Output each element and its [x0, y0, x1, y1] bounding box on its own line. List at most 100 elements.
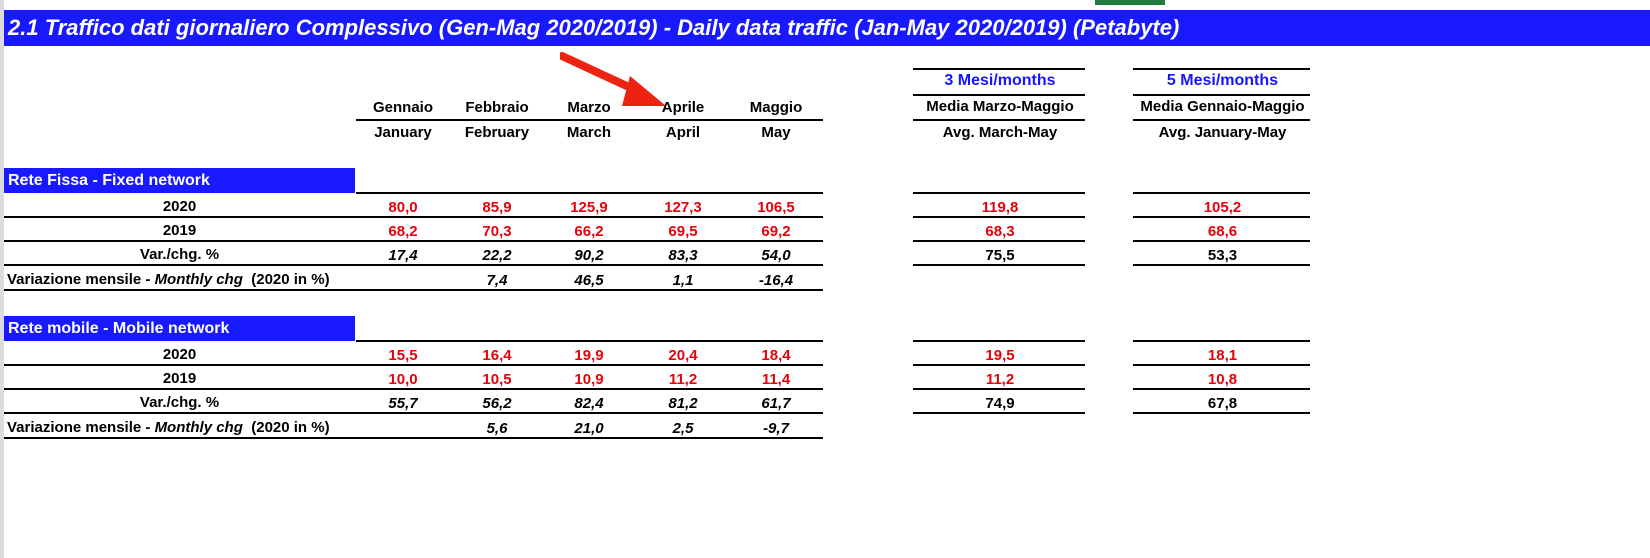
table-cell[interactable]: 2,5 — [672, 420, 694, 437]
table-cell[interactable]: 106,5 — [757, 199, 795, 216]
table-cell[interactable]: 19,9 — [574, 347, 604, 364]
month-header-en[interactable]: May — [761, 124, 791, 141]
label-part: (2020 in %) — [242, 271, 330, 288]
section-fixed-network[interactable]: Rete Fissa - Fixed network — [4, 168, 355, 193]
table-cell[interactable]: 7,4 — [486, 272, 508, 289]
avg5-label-en[interactable]: Avg. January-May — [1158, 124, 1287, 141]
row-divider — [4, 216, 823, 218]
table-cell[interactable]: 11,4 — [761, 371, 791, 388]
row-divider — [913, 264, 1085, 266]
month-header-en[interactable]: April — [665, 124, 701, 141]
row-divider — [356, 340, 823, 342]
avg3-cell[interactable]: 11,2 — [985, 371, 1015, 388]
table-cell[interactable]: 11,2 — [668, 371, 698, 388]
row-divider — [1133, 412, 1310, 414]
avg5-cell[interactable]: 10,8 — [1207, 371, 1238, 388]
table-cell[interactable]: 69,2 — [761, 223, 791, 240]
row-divider — [4, 289, 823, 291]
table-cell[interactable]: 66,2 — [574, 223, 604, 240]
table-cell[interactable]: 16,4 — [482, 347, 512, 364]
avg3-label-en[interactable]: Avg. March-May — [942, 124, 1058, 141]
avg5-cell[interactable]: 53,3 — [1207, 247, 1238, 264]
table-cell[interactable]: 18,4 — [761, 347, 791, 364]
table-cell[interactable]: 10,9 — [574, 371, 604, 388]
row-divider — [4, 388, 823, 390]
table-cell[interactable]: 80,0 — [388, 199, 418, 216]
avg5-cell[interactable]: 67,8 — [1207, 395, 1238, 412]
month-header-it[interactable]: Gennaio — [372, 99, 433, 116]
table-cell[interactable]: 125,9 — [570, 199, 608, 216]
month-header-it[interactable]: Maggio — [749, 99, 803, 116]
table-cell[interactable]: 46,5 — [574, 272, 604, 289]
avg5-line-2 — [1133, 119, 1310, 121]
row-label-monthly-chg[interactable]: Variazione mensile - Monthly chg (2020 i… — [7, 271, 330, 288]
avg3-cell[interactable]: 68,3 — [985, 223, 1015, 240]
avg3-heading[interactable]: 3 Mesi/months — [944, 72, 1056, 89]
row-divider — [1133, 340, 1310, 342]
table-cell[interactable]: 81,2 — [668, 395, 698, 412]
table-cell[interactable]: 55,7 — [388, 395, 418, 412]
avg3-cell[interactable]: 75,5 — [985, 247, 1015, 264]
section-mobile-network[interactable]: Rete mobile - Mobile network — [4, 316, 355, 341]
month-header-it[interactable]: Febbraio — [465, 99, 529, 116]
row-divider — [4, 264, 823, 266]
row-label-y2020[interactable]: 2020 — [162, 346, 197, 363]
label-part: Variazione mensile - — [7, 419, 155, 436]
table-cell[interactable]: 68,2 — [388, 223, 418, 240]
table-cell[interactable]: 85,9 — [482, 199, 512, 216]
row-label-y2019[interactable]: 2019 — [162, 222, 197, 239]
table-cell[interactable]: 83,3 — [668, 247, 698, 264]
avg5-cell[interactable]: 68,6 — [1207, 223, 1238, 240]
table-cell[interactable]: 21,0 — [574, 420, 604, 437]
table-cell[interactable]: 5,6 — [486, 420, 508, 437]
row-label-chg[interactable]: Var./chg. % — [139, 394, 220, 411]
avg3-cell[interactable]: 74,9 — [985, 395, 1015, 412]
table-cell[interactable]: 69,5 — [668, 223, 698, 240]
row-divider — [4, 364, 823, 366]
avg3-cell[interactable]: 119,8 — [981, 199, 1019, 216]
red-arrow-icon — [560, 52, 666, 106]
table-cell[interactable]: 127,3 — [664, 199, 702, 216]
avg5-label-it[interactable]: Media Gennaio-Maggio — [1140, 98, 1305, 115]
avg3-cell[interactable]: 19,5 — [985, 347, 1015, 364]
avg5-line-1 — [1133, 94, 1310, 96]
avg3-line-1 — [913, 94, 1085, 96]
row-divider — [4, 240, 823, 242]
row-divider — [4, 412, 823, 414]
row-divider — [1133, 264, 1310, 266]
row-divider — [913, 192, 1085, 194]
table-cell[interactable]: 56,2 — [482, 395, 512, 412]
month-header-en[interactable]: February — [464, 124, 530, 141]
month-header-en[interactable]: January — [374, 124, 432, 141]
row-label-y2020[interactable]: 2020 — [162, 198, 197, 215]
sheet-title[interactable]: 2.1 Traffico dati giornaliero Complessiv… — [4, 10, 1650, 46]
avg5-top-line — [1133, 68, 1310, 70]
month-header-it[interactable]: Aprile — [661, 99, 705, 116]
table-cell[interactable]: 1,1 — [672, 272, 694, 289]
table-cell[interactable]: -9,7 — [763, 420, 789, 437]
table-cell[interactable]: 20,4 — [668, 347, 698, 364]
avg5-cell[interactable]: 18,1 — [1207, 347, 1238, 364]
avg5-heading[interactable]: 5 Mesi/months — [1166, 72, 1279, 89]
table-cell[interactable]: 82,4 — [574, 395, 604, 412]
table-cell[interactable]: 15,5 — [388, 347, 418, 364]
row-label-y2019[interactable]: 2019 — [162, 370, 197, 387]
row-label-monthly-chg[interactable]: Variazione mensile - Monthly chg (2020 i… — [7, 419, 330, 436]
table-cell[interactable]: 17,4 — [388, 247, 418, 264]
avg3-label-it[interactable]: Media Marzo-Maggio — [926, 98, 1074, 115]
table-cell[interactable]: 90,2 — [574, 247, 604, 264]
selected-cell-marker — [1095, 0, 1165, 5]
month-header-en[interactable]: March — [566, 124, 612, 141]
table-cell[interactable]: -16,4 — [758, 272, 794, 289]
table-cell[interactable]: 61,7 — [761, 395, 791, 412]
table-cell[interactable]: 10,0 — [388, 371, 418, 388]
table-cell[interactable]: 54,0 — [761, 247, 791, 264]
row-label-chg[interactable]: Var./chg. % — [139, 246, 220, 263]
table-cell[interactable]: 10,5 — [482, 371, 512, 388]
row-divider — [913, 412, 1085, 414]
row-divider — [1133, 240, 1310, 242]
month-header-it[interactable]: Marzo — [567, 99, 611, 116]
table-cell[interactable]: 70,3 — [482, 223, 512, 240]
avg5-cell[interactable]: 105,2 — [1203, 199, 1242, 216]
table-cell[interactable]: 22,2 — [482, 247, 512, 264]
